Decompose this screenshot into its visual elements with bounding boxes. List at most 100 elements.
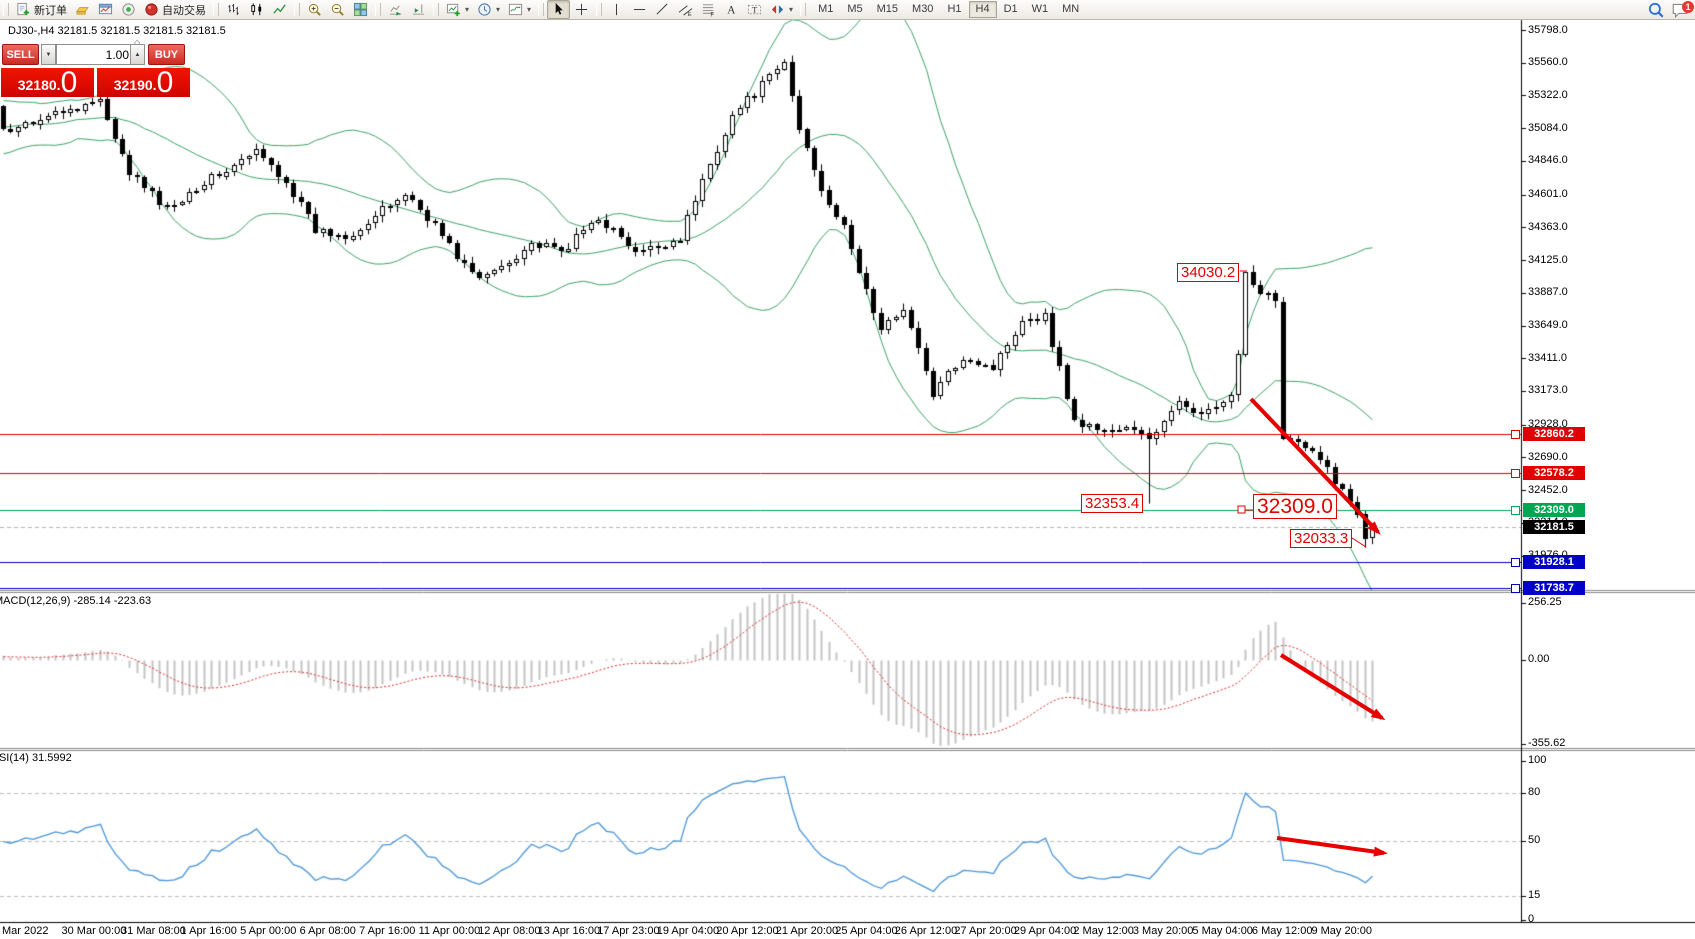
price-axis-label: 33411.0 [1528,351,1567,364]
search-button[interactable] [1647,2,1665,18]
toolbar: 新订单 自动交易 ▾ ▾ ▾ E F A T ▾ M1 M5 M15 M30 H1 H4 D1 W1 MN 1 [0,0,1695,20]
zoom-in-button[interactable] [303,0,326,19]
toolbar-grip[interactable] [294,3,300,16]
chat-button[interactable]: 1 [1671,0,1694,18]
timeframe-m30[interactable]: M30 [912,3,934,15]
level-anchor-square[interactable] [1511,584,1520,594]
level-price-tag: 31928.1 [1523,555,1585,570]
fibonacci-tool-button[interactable]: F [697,0,720,19]
timeframe-h1[interactable]: H1 [947,3,962,15]
price-main-digits: 32190. [113,77,157,93]
timeframe-m5[interactable]: M5 [847,3,863,15]
time-axis-label: 21 Apr 20:00 [775,925,839,937]
cursor-icon [555,2,563,15]
zoom-out-button[interactable] [326,0,349,19]
price-annotation[interactable]: 32309.0 [1253,494,1337,519]
bar-chart-button[interactable] [222,0,245,19]
navigator-button[interactable] [117,0,140,19]
dropdown-caret-icon[interactable]: ▾ [496,5,501,14]
time-axis-label: 26 Apr 12:00 [894,925,958,937]
trade-panel-toggle[interactable]: ◇ [134,38,141,47]
market-watch-icon [98,3,113,15]
rsi-axis-label: 80 [1528,786,1541,798]
toolbar-grip[interactable] [800,3,807,16]
price-big-digit: 0 [60,68,78,97]
price-axis-label: 35322.0 [1528,88,1568,101]
level-anchor-square[interactable] [1511,429,1520,439]
price-axis-label: 33887.0 [1528,286,1568,299]
level-anchor-square[interactable] [1511,505,1520,515]
text-label-tool-button[interactable]: T [743,0,766,19]
vertical-line-tool-button[interactable] [605,0,628,19]
volume-input[interactable] [56,44,134,65]
history-center-button[interactable] [71,0,94,19]
rsi-axis-label: 0 [1528,913,1535,925]
line-chart-button[interactable] [268,0,291,19]
cursor-tool-button[interactable] [547,0,571,19]
time-axis-label: 25 Apr 04:00 [835,925,898,937]
navigator-icon [122,3,135,16]
volume-increase-button[interactable]: ▲ [130,44,145,65]
volume-decrease-button[interactable]: ▼ [41,44,56,65]
timeframe-h4[interactable]: H4 [968,1,997,18]
toolbar-grip[interactable] [538,3,545,16]
arrows-tool-button[interactable]: ▾ [766,0,797,19]
level-anchor-square[interactable] [1511,558,1520,568]
line-chart-icon [273,4,286,14]
new-order-button[interactable]: 新订单 [12,0,71,19]
price-annotation[interactable]: 34030.2 [1177,263,1240,282]
price-annotation[interactable]: 32353.4 [1081,494,1144,513]
text-tool-button[interactable]: A [720,0,743,19]
equidistant-channel-tool-button[interactable]: E [674,0,697,19]
dropdown-caret-icon[interactable]: ▾ [789,5,794,14]
price-axis-label: 34846.0 [1528,154,1568,167]
level-anchor-square[interactable] [1511,468,1520,478]
autotrading-button[interactable]: 自动交易 [140,0,210,19]
toolbar-grip[interactable] [433,3,439,16]
chart-symbol-title: DJ30-,H4 32181.5 32181.5 32181.5 32181.5 [8,25,226,37]
time-axis-label: 19 Apr 04:00 [656,925,720,937]
tile-windows-button[interactable] [349,0,372,19]
rsi-axis-label: 100 [1528,754,1547,766]
trendline-tool-button[interactable] [651,0,674,19]
macd-axis-label: -355.62 [1528,737,1566,749]
sell-button[interactable]: SELL [2,44,39,65]
templates-button[interactable]: ▾ [504,0,535,19]
new-chart-button[interactable]: ▾ [442,0,473,19]
ask-price[interactable]: 32190. 0 [97,68,190,97]
macd-axis-label: 0.00 [1528,653,1550,665]
profiles-button[interactable]: ▾ [473,0,504,19]
timeframe-m15[interactable]: M15 [876,3,899,15]
auto-scroll-button[interactable] [384,0,407,19]
toolbar-grip[interactable] [213,3,219,16]
new-order-button-label: 新订单 [34,4,67,17]
bid-price[interactable]: 32180. 0 [1,68,94,97]
dropdown-caret-icon[interactable]: ▾ [527,5,532,14]
market-watch-button[interactable] [94,0,117,19]
toolbar-grip[interactable] [596,3,603,16]
buy-button[interactable]: BUY [148,44,185,65]
chart-shift-button[interactable] [407,0,430,19]
macd-indicator-label: MACD(12,26,9) -285.14 -223.63 [0,595,152,607]
candlestick-chart-button[interactable] [245,0,268,19]
timeframe-m1[interactable]: M1 [818,3,834,15]
svg-text:A: A [727,5,736,17]
time-axis-label: 31 Mar 08:00 [121,925,186,937]
horizontal-line-tool-button[interactable] [628,0,651,19]
dropdown-caret-icon[interactable]: ▾ [465,5,470,14]
timeframe-d1[interactable]: D1 [1003,3,1018,15]
price-axis-label: 35798.0 [1528,23,1568,36]
timeframe-w1[interactable]: W1 [1031,3,1049,15]
toolbar-grip[interactable] [3,3,9,16]
price-annotation[interactable]: 32033.3 [1290,529,1353,548]
toolbar-grip[interactable] [375,3,381,16]
candle-chart-icon [251,3,262,16]
time-axis-label: 27 Apr 20:00 [954,925,1017,937]
price-axis-label: 35084.0 [1528,121,1568,134]
timeframe-mn[interactable]: MN [1062,3,1080,15]
crosshair-tool-button[interactable] [570,0,593,19]
zoom-out-icon [331,3,344,16]
autotrading-icon [145,3,158,16]
text-icon: A [727,5,736,17]
